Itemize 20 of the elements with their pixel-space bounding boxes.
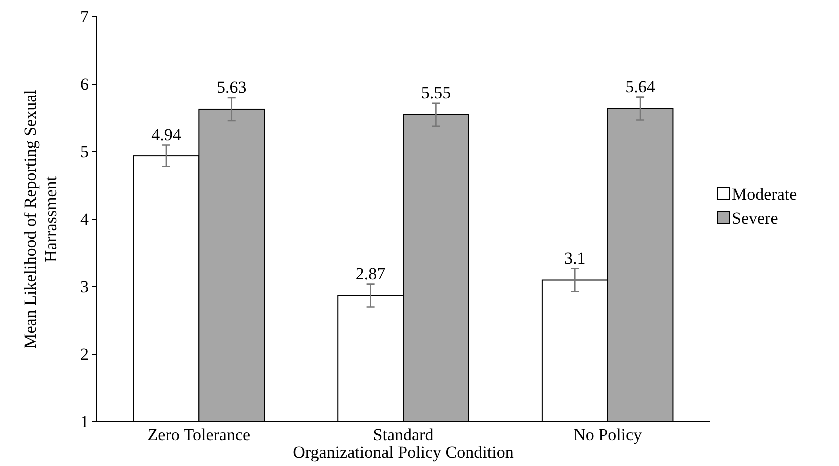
data-label: 5.55 <box>421 83 452 102</box>
legend-label: Severe <box>732 209 778 228</box>
y-axis-title: Mean Likelihood of Reporting Sexual Harrassment <box>21 90 60 349</box>
data-label: 5.64 <box>626 77 656 96</box>
y-tick-label: 4 <box>80 210 90 229</box>
y-tick-label: 1 <box>80 412 89 432</box>
y-tick-label: 6 <box>80 74 89 94</box>
y-tick-label: 3 <box>80 277 89 296</box>
x-tick-label: Standard <box>373 425 434 444</box>
data-label: 4.94 <box>152 125 182 144</box>
y-tick-label: 2 <box>80 344 89 364</box>
y-tick-label: 7 <box>80 7 90 26</box>
x-tick-label: No Policy <box>574 425 643 444</box>
data-label: 2.87 <box>356 264 386 284</box>
y-tick-label: 5 <box>80 142 89 162</box>
data-label: 5.63 <box>216 78 247 97</box>
x-axis-title: Organizational Policy Condition <box>293 443 514 462</box>
x-tick-label: Zero Tolerance <box>148 425 251 444</box>
data-label: 3.1 <box>564 248 586 268</box>
legend-label: Moderate <box>732 185 798 204</box>
